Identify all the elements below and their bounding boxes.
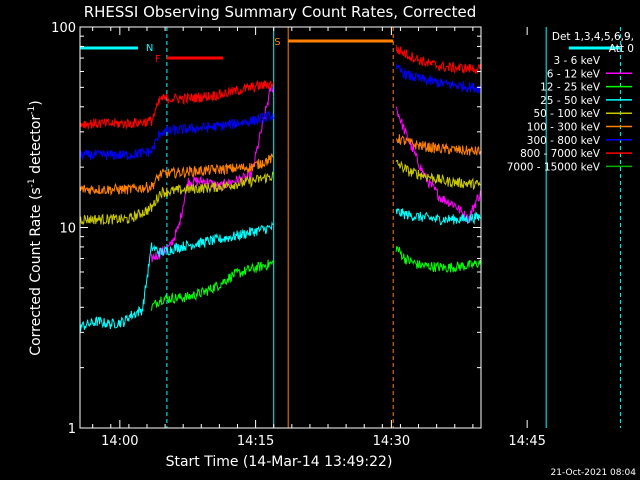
- x-tick-label: 14:30: [373, 434, 410, 449]
- chart-title: RHESSI Observing Summary Count Rates, Co…: [84, 3, 477, 21]
- legend-entry-label: 100 - 300 keV: [527, 122, 601, 134]
- x-tick-label: 14:45: [508, 434, 545, 449]
- legend-entry-label: 3 - 6 keV: [553, 55, 600, 67]
- series-line-7: [79, 45, 481, 130]
- y-axis-label-mid: detector: [28, 115, 44, 179]
- series-line-4: [79, 159, 481, 226]
- legend-header-line-0: Det 1,3,4,5,6,9,: [552, 31, 634, 43]
- legend-header-line-1: Att 0: [609, 43, 634, 55]
- y-tick-label: 10: [59, 222, 76, 237]
- legend-entry-label: 800 - 7000 keV: [520, 148, 601, 160]
- y-axis-label-sup2: -1: [27, 106, 37, 115]
- legend-entry-label: 12 - 25 keV: [540, 82, 601, 94]
- y-axis-label-sup1: -1: [27, 178, 37, 187]
- y-axis-label-main: Corrected Count Rate (s: [28, 187, 44, 355]
- series-line-6: [79, 64, 481, 161]
- flare-label: F: [155, 54, 161, 65]
- legend-entry-label: 6 - 12 keV: [547, 68, 601, 80]
- x-tick-label: 14:00: [101, 434, 138, 449]
- series-line-2: [151, 245, 481, 311]
- footer-date: 21-Oct-2021 08:04: [551, 468, 637, 478]
- series-line-5: [79, 134, 481, 197]
- legend-entry-label: 25 - 50 keV: [540, 95, 601, 107]
- saa-label: S: [274, 37, 280, 48]
- y-tick-label: 1: [68, 422, 76, 437]
- series-layer: [79, 45, 481, 332]
- x-tick-label: 14:15: [237, 434, 274, 449]
- legend-entry-label: 7000 - 15000 keV: [507, 161, 601, 173]
- series-line-1: [151, 83, 481, 263]
- y-axis: 1 10 100: [51, 21, 481, 437]
- legend-entry-label: 300 - 800 keV: [527, 135, 601, 147]
- night-label: N: [146, 43, 153, 54]
- overlay-layer: N S F: [79, 27, 621, 428]
- y-tick-label: 100: [51, 21, 76, 36]
- series-line-3: [79, 208, 481, 332]
- x-axis-label: Start Time (14-Mar-14 13:49:22): [166, 454, 393, 470]
- y-axis-label: Corrected Count Rate (s-1 detector-1): [27, 100, 44, 355]
- plot-frame: [79, 26, 482, 429]
- y-axis-label-end: ): [28, 100, 44, 105]
- legend-entry-label: 50 - 100 keV: [533, 108, 600, 120]
